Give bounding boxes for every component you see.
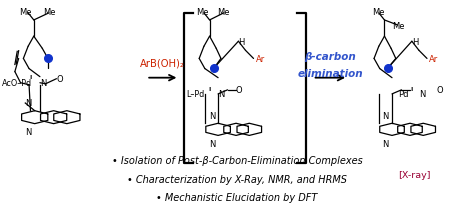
Text: Ar: Ar: [256, 55, 265, 64]
Text: Me: Me: [19, 8, 32, 17]
Text: II: II: [410, 87, 414, 92]
Text: N: N: [40, 79, 46, 88]
Text: N: N: [218, 90, 225, 99]
Text: Me: Me: [392, 21, 404, 30]
Text: O: O: [437, 86, 444, 95]
Text: Pd: Pd: [398, 90, 408, 99]
Text: O: O: [56, 75, 63, 84]
Text: N: N: [419, 90, 426, 99]
Text: [X-ray]: [X-ray]: [398, 171, 430, 180]
Text: Me: Me: [43, 8, 56, 17]
Text: N: N: [209, 111, 215, 120]
Text: Ar: Ar: [429, 55, 438, 64]
Text: II: II: [209, 87, 212, 92]
Text: • Mechanistic Elucidation by DFT: • Mechanistic Elucidation by DFT: [156, 192, 318, 202]
Text: ArB(OH)₂: ArB(OH)₂: [140, 58, 185, 68]
Text: L–Pd: L–Pd: [186, 90, 204, 99]
Text: O: O: [236, 86, 242, 95]
Text: N: N: [25, 99, 32, 108]
Text: N: N: [383, 111, 389, 120]
Text: N: N: [383, 139, 389, 148]
Text: N: N: [25, 127, 32, 136]
Text: • Isolation of Post-β-Carbon-Elimination Complexes: • Isolation of Post-β-Carbon-Elimination…: [111, 155, 363, 165]
Text: H: H: [238, 38, 245, 47]
Text: • Characterization by X-Ray, NMR, and HRMS: • Characterization by X-Ray, NMR, and HR…: [127, 174, 347, 184]
Text: N: N: [209, 139, 215, 148]
Text: Me: Me: [196, 8, 209, 17]
Text: β-carbon: β-carbon: [304, 52, 356, 62]
Text: II: II: [29, 75, 33, 80]
Text: AcO–Pd: AcO–Pd: [1, 79, 32, 88]
Text: elimination: elimination: [298, 68, 363, 78]
Text: H: H: [412, 38, 418, 47]
Text: Me: Me: [372, 8, 384, 17]
Text: Me: Me: [217, 8, 229, 17]
